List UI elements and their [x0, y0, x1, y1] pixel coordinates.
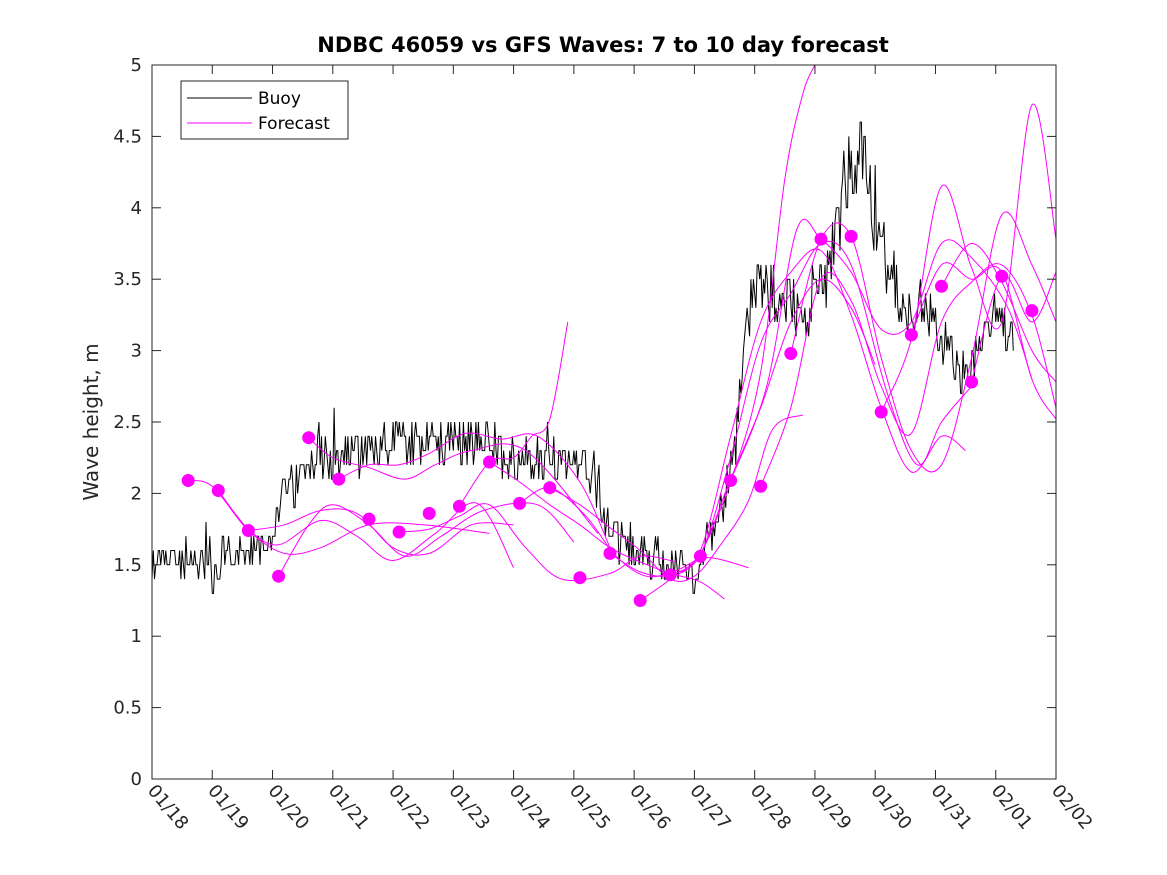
- forecast-marker: [814, 232, 828, 246]
- forecast-marker: [452, 499, 466, 513]
- forecast-marker: [422, 506, 436, 520]
- y-axis-label: Wave height, m: [79, 343, 103, 500]
- forecast-line: [760, 263, 1056, 487]
- forecast-marker: [241, 524, 255, 537]
- y-tick-label: 2: [131, 483, 142, 504]
- forecast-marker: [935, 279, 948, 293]
- y-tick-label: 1: [131, 626, 142, 647]
- y-tick-label: 0.5: [113, 698, 142, 719]
- forecast-marker: [904, 328, 918, 342]
- y-tick-label: 5: [131, 55, 142, 76]
- buoy-series: [152, 121, 1014, 594]
- forecast-marker: [362, 512, 376, 526]
- forecast-marker: [483, 455, 496, 469]
- y-tick-label: 3: [131, 341, 142, 362]
- forecast-marker: [693, 549, 707, 563]
- forecast-marker: [302, 431, 316, 445]
- forecast-marker: [724, 474, 738, 487]
- y-tick-label: 4: [131, 198, 142, 219]
- forecast-marker: [181, 474, 195, 487]
- forecast-marker: [513, 496, 527, 510]
- forecast-line: [308, 437, 599, 534]
- forecast-marker: [965, 375, 979, 389]
- axes-background: [152, 65, 1056, 779]
- legend-buoy-label: Buoy: [258, 89, 301, 109]
- forecast-marker: [995, 269, 1009, 283]
- forecast-line: [399, 503, 677, 582]
- forecast-marker: [332, 472, 346, 486]
- y-tick-label: 0: [131, 769, 142, 790]
- forecast-marker: [211, 484, 225, 497]
- forecast-marker: [844, 229, 858, 243]
- forecast-marker: [754, 479, 768, 493]
- forecast-marker: [633, 594, 647, 607]
- forecast-marker: [603, 546, 617, 560]
- forecast-marker: [573, 571, 587, 585]
- forecast-line: [338, 432, 611, 548]
- forecast-line: [790, 211, 1056, 473]
- forecast-line: [971, 271, 1056, 383]
- y-tick-label: 2.5: [113, 412, 142, 433]
- forecast-markers: [181, 229, 1039, 607]
- buoy-line: [152, 121, 1014, 594]
- y-tick-label: 4.5: [113, 126, 142, 147]
- forecast-marker: [543, 481, 557, 495]
- forecast-marker: [272, 569, 286, 583]
- forecast-line: [880, 103, 1056, 413]
- chart-title: NDBC 46059 vs GFS Waves: 7 to 10 day for…: [317, 33, 888, 57]
- legend: Buoy Forecast: [180, 80, 349, 140]
- forecast-line: [609, 278, 876, 577]
- forecast-marker: [784, 347, 798, 360]
- forecast-line: [910, 262, 1056, 420]
- forecast-line: [730, 218, 1033, 481]
- y-tick-label: 1.5: [113, 555, 142, 576]
- forecast-marker: [1025, 304, 1039, 318]
- forecast-marker: [874, 405, 888, 419]
- forecast-line: [549, 414, 804, 582]
- legend-forecast-label: Forecast: [258, 114, 330, 134]
- forecast-marker: [663, 568, 677, 582]
- legend-box: [180, 80, 349, 140]
- y-tick-label: 3.5: [113, 269, 142, 290]
- forecast-marker: [392, 525, 406, 539]
- forecast-line: [217, 490, 515, 568]
